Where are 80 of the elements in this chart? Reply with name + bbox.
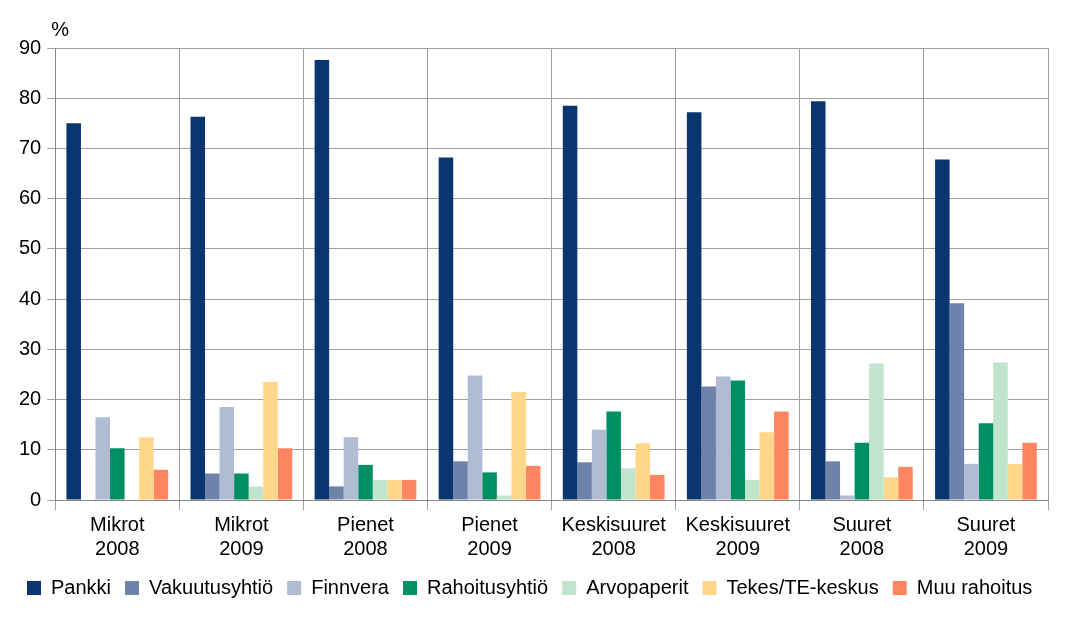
legend-label: Pankki [51,575,112,598]
bar [759,432,775,500]
bar [387,479,402,500]
legend-label: Rahoitusyhtiö [426,575,549,598]
bar [372,479,388,500]
bar [219,407,235,500]
legend-label: Finnvera [311,575,390,598]
x-tick-label: Pienet 2008 [337,512,395,559]
bar [577,462,592,500]
bar [949,303,965,500]
bar [263,381,278,500]
bar [745,479,760,500]
bar [482,472,497,500]
y-tick-label: 20 [19,387,42,410]
legend-label: Muu rahoitus [916,575,1033,598]
bar [978,423,994,500]
bar [898,466,913,500]
bar [511,392,526,500]
bar [314,60,330,500]
x-tick-label: Mikrot 2009 [214,512,270,559]
bar [883,477,899,500]
bar [650,474,665,500]
bar [854,442,870,500]
x-tick-label: Suuret 2009 [956,512,1016,559]
bar [343,437,359,500]
y-tick-label: 70 [19,135,42,158]
x-tick-label: Mikrot 2008 [90,512,145,559]
y-tick-label: 80 [19,85,42,108]
y-tick-label: 10 [19,437,42,460]
bar [993,362,1008,500]
bar [110,448,125,500]
bar [774,411,789,500]
x-tick-label: Keskisuuret 2008 [561,512,667,559]
bar [190,116,206,500]
bar [935,159,950,500]
legend-label: Vakuutusyhtiö [149,575,274,598]
bar [810,101,826,500]
bar [591,429,607,500]
bar [453,461,468,500]
bar [153,469,169,500]
y-tick-label: 90 [19,35,42,58]
y-tick-label: 50 [19,236,42,259]
bar [95,417,111,500]
bar [1022,442,1037,500]
bar [606,411,621,500]
bar [329,486,344,500]
x-tick-label: Suuret 2008 [832,512,892,559]
bar [248,486,264,500]
legend-label: Arvopaperit [586,575,689,598]
x-tick-label: Pienet 2009 [461,512,519,559]
bar [401,479,417,500]
bar [139,437,154,500]
bar [358,464,373,500]
bar [234,473,249,500]
bar [562,105,578,500]
bar [66,123,81,500]
bar [620,468,636,500]
bar [205,473,220,500]
bar [730,380,746,500]
bar [964,463,979,500]
bar [686,112,702,500]
y-tick-label: 40 [19,286,42,309]
bar [840,495,855,500]
bar [635,443,651,500]
x-tick-label: Keskisuuret 2009 [685,512,791,559]
bar [869,363,884,500]
bar [1007,463,1023,500]
bar [825,461,841,500]
bar [701,386,716,500]
bar [715,376,731,500]
bar [496,495,512,500]
y-tick-label: 60 [19,186,42,209]
bar [438,157,454,500]
y-tick-label: 30 [19,336,42,359]
bar [467,375,483,500]
y-tick-label: 0 [30,487,42,510]
y-axis-title: % [51,17,70,40]
legend-label: Tekes/TE-keskus [726,575,879,598]
bar [525,465,541,500]
bar [277,448,293,500]
